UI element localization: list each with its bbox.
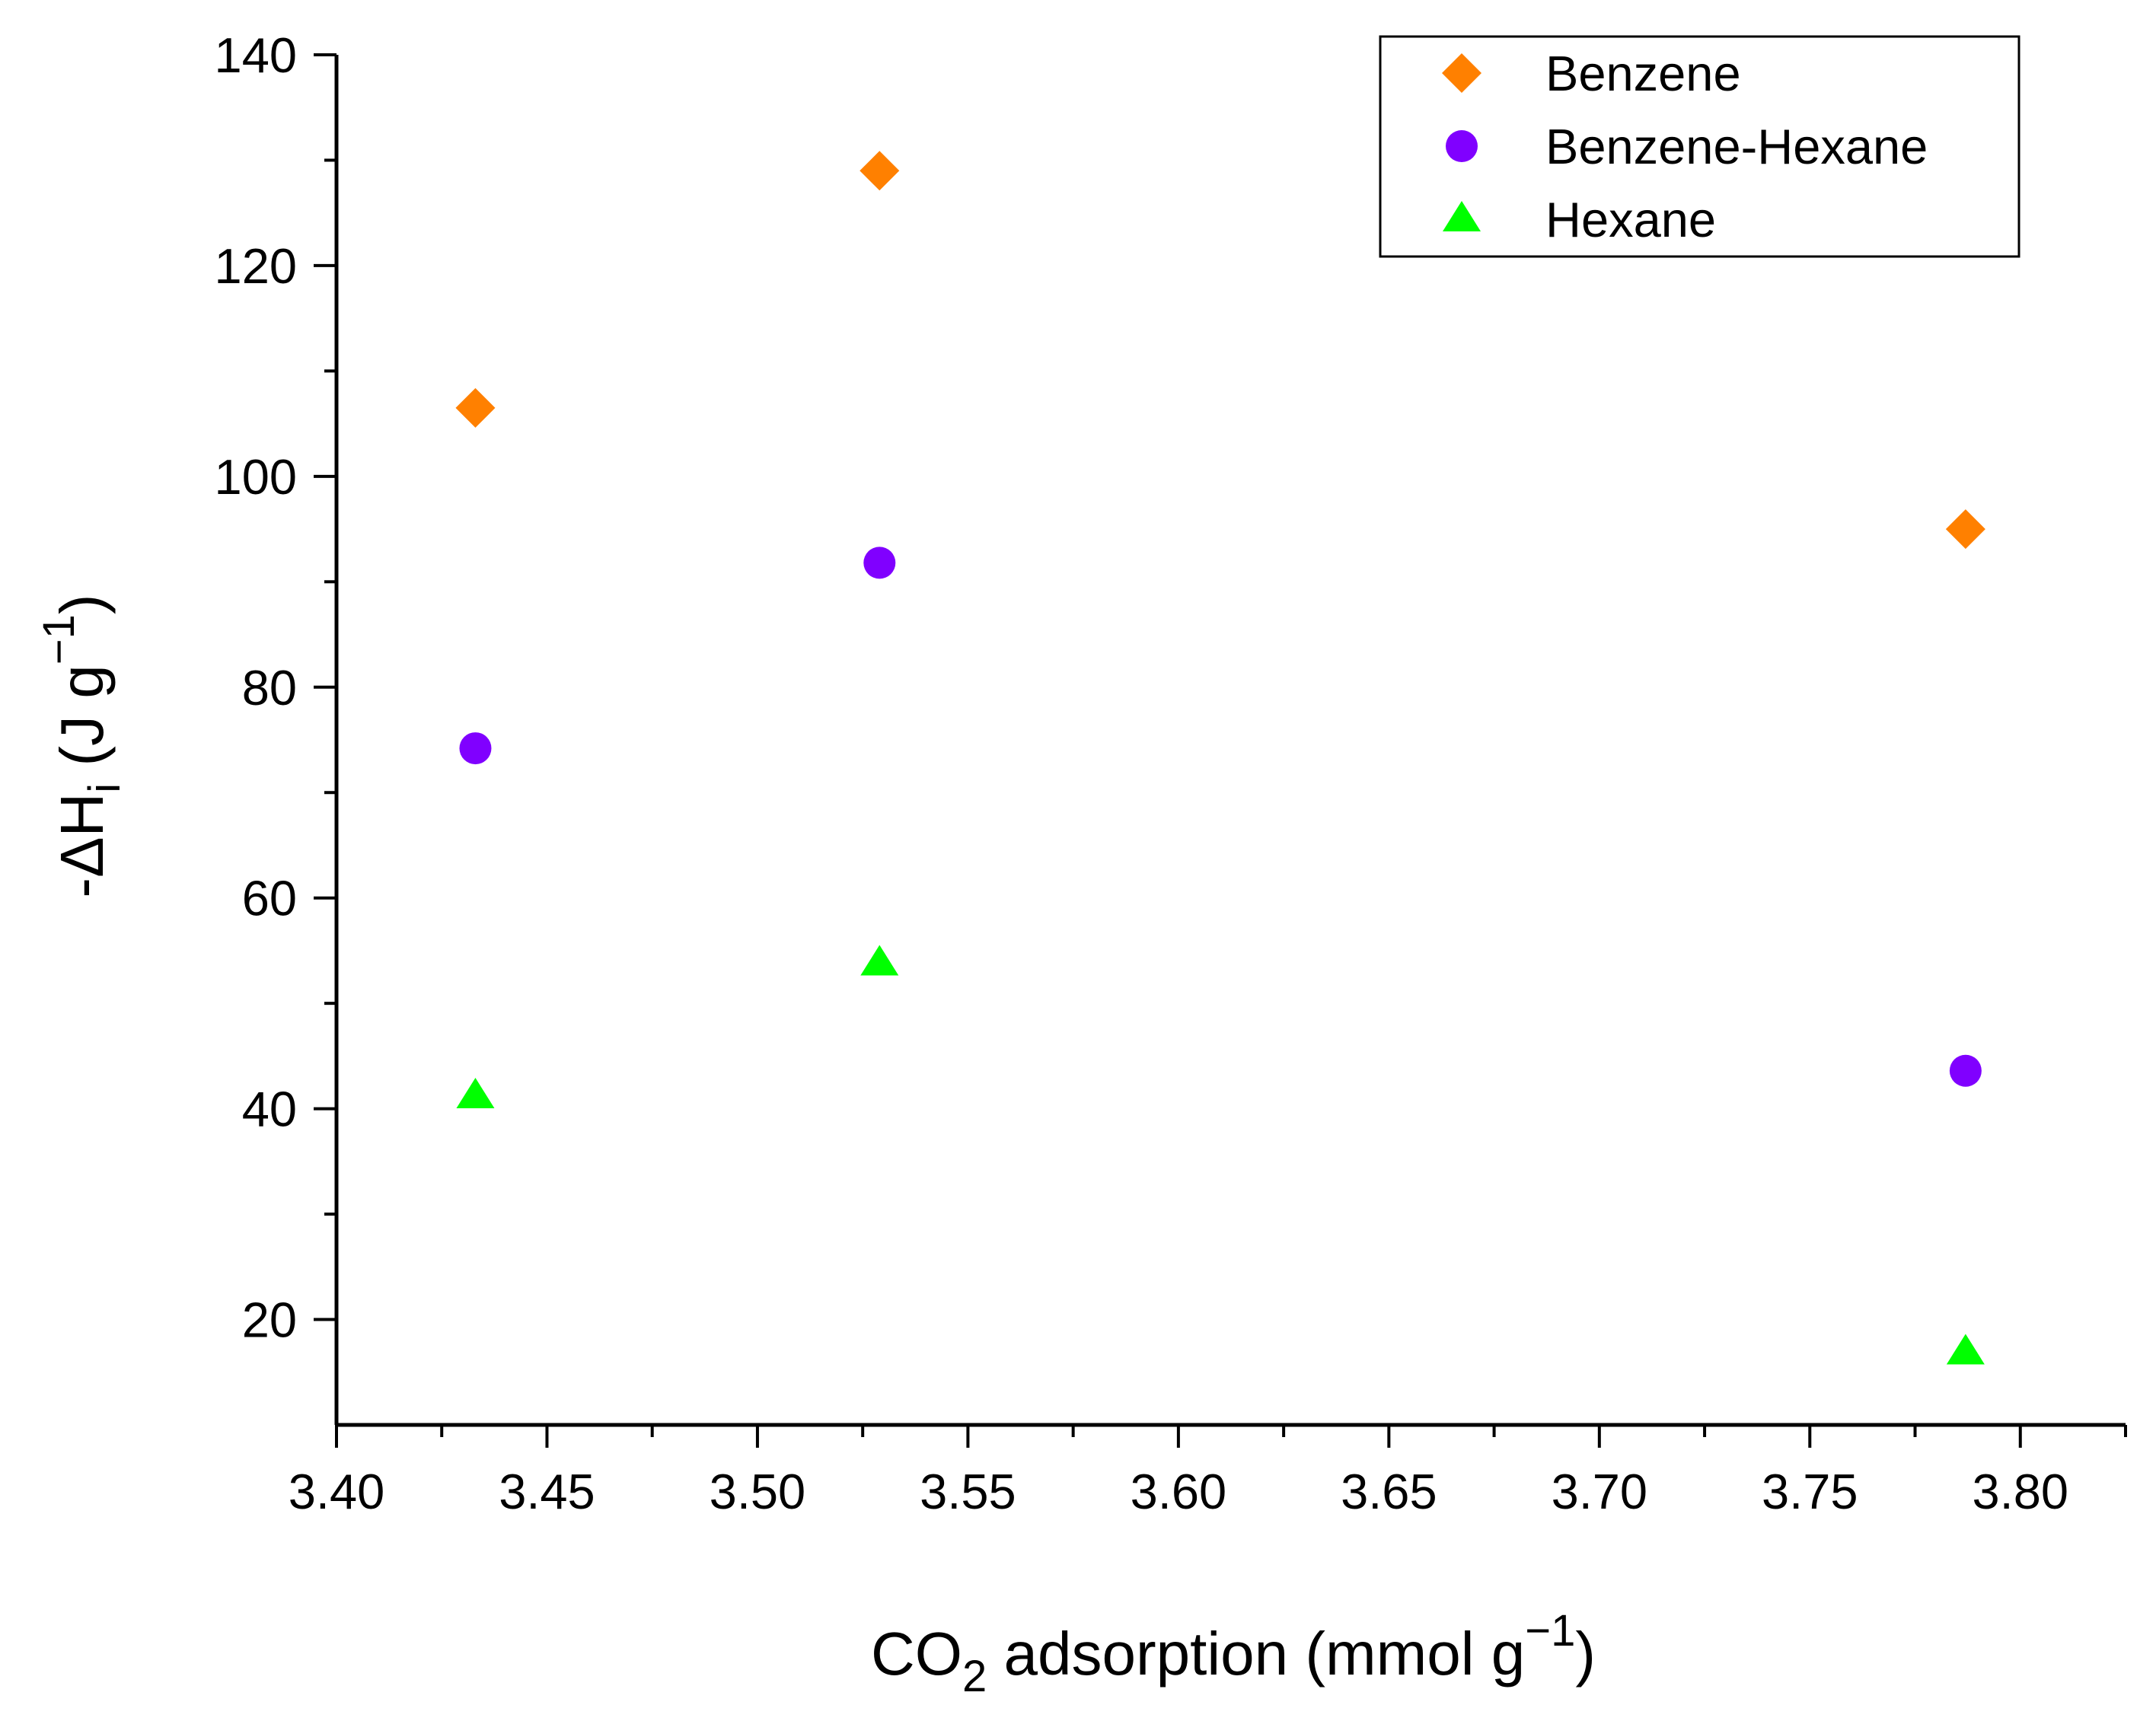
legend-label: Benzene-Hexane (1545, 119, 1928, 174)
x-tick-label: 3.80 (1973, 1464, 2069, 1519)
data-point-triangle (1946, 1334, 1985, 1365)
x-tick-label: 3.45 (499, 1464, 595, 1519)
legend-marker-diamond (1442, 53, 1481, 93)
data-points (455, 151, 1985, 1365)
y-tick-label: 60 (242, 871, 297, 926)
data-point-diamond (1945, 509, 1985, 550)
y-tick-label: 140 (215, 27, 297, 83)
data-point-circle (863, 547, 896, 579)
data-point-circle (459, 732, 492, 765)
legend-box (1379, 35, 2020, 258)
x-tick-label: 3.55 (920, 1464, 1016, 1519)
y-tick-label: 120 (215, 238, 297, 294)
x-tick-label: 3.60 (1131, 1464, 1227, 1519)
y-tick-label: 100 (215, 449, 297, 505)
y-tick-label: 80 (242, 660, 297, 715)
y-axis-title: -ΔHi (J g−1) (34, 594, 129, 897)
x-tick-label: 3.40 (289, 1464, 385, 1519)
legend-marker-circle (1446, 130, 1478, 162)
axes (334, 55, 2126, 1427)
x-tick-label: 3.70 (1552, 1464, 1648, 1519)
legend: Benzene Benzene-Hexane Hexane (1379, 35, 2020, 258)
y-tick-label: 20 (242, 1292, 297, 1348)
data-point-circle (1949, 1054, 1982, 1087)
legend-label: Hexane (1545, 192, 1716, 247)
legend-label: Benzene (1545, 46, 1741, 101)
data-point-triangle (860, 945, 899, 976)
data-point-triangle (456, 1078, 495, 1108)
y-tick-label: 40 (242, 1082, 297, 1137)
x-tick-label: 3.65 (1341, 1464, 1437, 1519)
x-tick-label: 3.50 (710, 1464, 806, 1519)
data-point-diamond (455, 387, 496, 428)
x-tick-label: 3.75 (1762, 1464, 1858, 1519)
ticks: 3.40 3.45 3.50 3.55 3.60 3.65 3.70 3.75 3.80 20 40… (215, 27, 2127, 1519)
x-axis-title: CO2 adsorption (mmol g−1) (871, 1606, 1596, 1701)
legend-marker-triangle (1443, 201, 1481, 231)
data-point-diamond (860, 151, 900, 191)
